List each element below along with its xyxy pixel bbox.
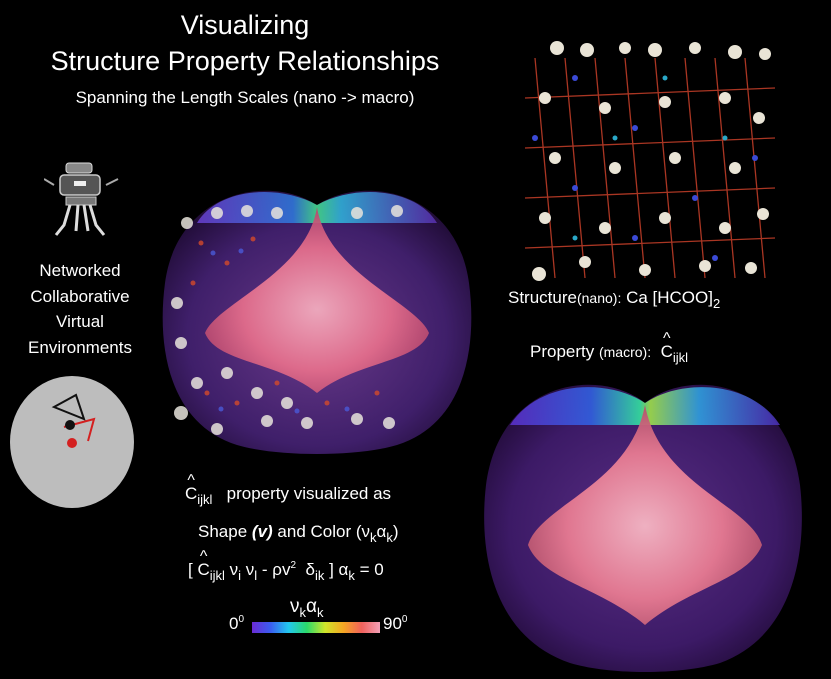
- structure-formula: Ca [HCOO]: [626, 288, 713, 307]
- eq2-close: ): [392, 522, 399, 541]
- equation-line-1: Cijkl property visualized as: [185, 472, 392, 507]
- eq3-nu1: ν: [229, 560, 239, 579]
- colorbar-min-degree: 0: [238, 614, 245, 625]
- eq2-color-alpha: α: [376, 522, 387, 541]
- colorbar-alpha: α: [306, 596, 317, 617]
- network-line: Networked: [39, 261, 121, 280]
- eq3-nu2sub: l: [254, 568, 258, 583]
- network-caption: Networked Collaborative Virtual Environm…: [0, 258, 160, 360]
- eq3-alpha-sub: k: [348, 568, 355, 583]
- eq2-color-var: (ν: [355, 522, 371, 541]
- eq3-open: [: [188, 560, 193, 579]
- nano-structure-image: [524, 41, 776, 281]
- network-line: Collaborative: [30, 286, 130, 306]
- eq3-nu2: ν: [245, 560, 255, 579]
- eq1-symbol: C: [185, 472, 198, 504]
- colorbar-nu-sub: k: [299, 605, 307, 620]
- colorbar-max-degree: 0: [401, 614, 408, 625]
- eq3-eq: = 0: [359, 560, 384, 579]
- property-prefix: Property: [530, 342, 595, 361]
- eq1-symbol-sub: ijkl: [197, 492, 213, 507]
- eq3-deltasub: ik: [314, 568, 325, 583]
- property-surface-image: [484, 384, 802, 672]
- property-scale: (macro):: [598, 344, 652, 360]
- eq3-delta: δ: [305, 560, 315, 579]
- property-symbol-sub: ijkl: [672, 350, 689, 365]
- colorbar-nu: ν: [290, 596, 300, 617]
- eq3-C: C: [197, 548, 210, 580]
- central-property-surface: [162, 190, 472, 454]
- colorbar-min-value: 0: [229, 614, 239, 633]
- network-line: Environments: [28, 337, 132, 357]
- colorbar-min: 00: [229, 614, 244, 634]
- structure-formula-sub: 2: [712, 296, 721, 311]
- eq2-and: and Color: [277, 522, 352, 541]
- equation-line-2: Shape (v) and Color (νkαk): [198, 522, 399, 545]
- colorbar-max-value: 90: [383, 614, 402, 633]
- robot-avatar-icon: [44, 162, 119, 236]
- structure-caption: Structure(nano): Ca [HCOO]2: [508, 288, 721, 311]
- eq3-rho-sup: 2: [290, 560, 297, 571]
- colorbar-title: νkαk: [290, 596, 324, 620]
- colorbar-alpha-sub: k: [316, 605, 324, 620]
- eq3-nu1sub: i: [238, 568, 242, 583]
- colorbar-max: 900: [383, 614, 407, 634]
- property-caption: Property (macro): Cijkl: [530, 330, 689, 365]
- eq3-Csub: ijkl: [209, 568, 225, 583]
- network-line: Virtual: [56, 312, 104, 331]
- eq1-text: property visualized as: [226, 484, 392, 503]
- eq2-color-sub1: k: [370, 530, 377, 545]
- eq2-shape-var: (v): [251, 522, 273, 541]
- structure-scale: (nano):: [576, 290, 622, 306]
- structure-prefix: Structure: [508, 288, 577, 307]
- eq2-shape: Shape: [198, 522, 248, 541]
- equation-line-3: [ Cijkl νi νl - ρv2 δik ] αk = 0: [188, 548, 384, 583]
- subtitle: Spanning the Length Scales (nano -> macr…: [75, 88, 415, 107]
- eq3-rho: - ρv: [261, 560, 291, 579]
- title-line-1: Visualizing: [180, 10, 310, 40]
- view-orientation-sphere: [10, 376, 134, 508]
- eq2-color-sub2: k: [386, 530, 393, 545]
- colorbar: [252, 622, 380, 633]
- title-line-2: Structure Property Relationships: [50, 46, 440, 76]
- property-symbol: C: [661, 330, 674, 362]
- eq3-close: ] α: [329, 560, 349, 579]
